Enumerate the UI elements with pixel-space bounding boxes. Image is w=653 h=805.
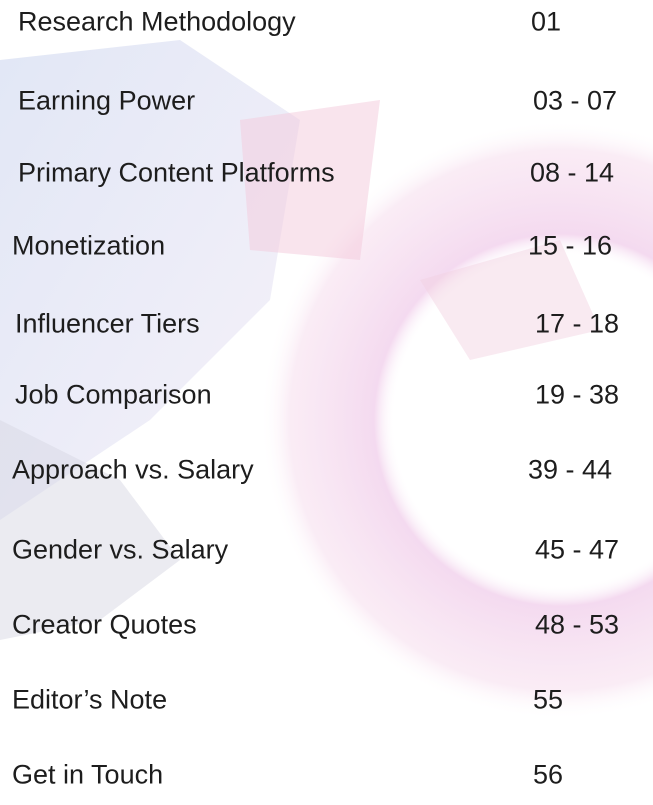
- entry-pages: 48 - 53: [535, 612, 619, 639]
- entry-pages: 56: [533, 762, 563, 789]
- entry-title: Primary Content Platforms: [18, 160, 335, 187]
- entry-pages: 55: [533, 687, 563, 714]
- entry-title: Get in Touch: [12, 762, 163, 789]
- entry-pages: 15 - 16: [528, 233, 612, 260]
- entry-title: Job Comparison: [15, 382, 212, 409]
- entry-pages: 08 - 14: [530, 160, 614, 187]
- entry-title: Influencer Tiers: [15, 311, 200, 338]
- entry-title: Approach vs. Salary: [12, 457, 254, 484]
- entry-pages: 17 - 18: [535, 311, 619, 338]
- entry-pages: 01: [531, 9, 561, 36]
- entry-title: Creator Quotes: [12, 612, 197, 639]
- entry-title: Gender vs. Salary: [12, 537, 228, 564]
- entry-pages: 45 - 47: [535, 537, 619, 564]
- entry-title: Research Methodology: [18, 9, 296, 36]
- entry-pages: 39 - 44: [528, 457, 612, 484]
- page: Research Methodology 01 Earning Power 03 - …: [0, 0, 653, 805]
- entry-title: Editor’s Note: [12, 687, 167, 714]
- entry-pages: 03 - 07: [533, 88, 617, 115]
- entry-title: Earning Power: [18, 88, 195, 115]
- entry-title: Monetization: [12, 233, 165, 260]
- entry-pages: 19 - 38: [535, 382, 619, 409]
- table-of-contents: Research Methodology 01 Earning Power 03 - …: [0, 0, 653, 805]
